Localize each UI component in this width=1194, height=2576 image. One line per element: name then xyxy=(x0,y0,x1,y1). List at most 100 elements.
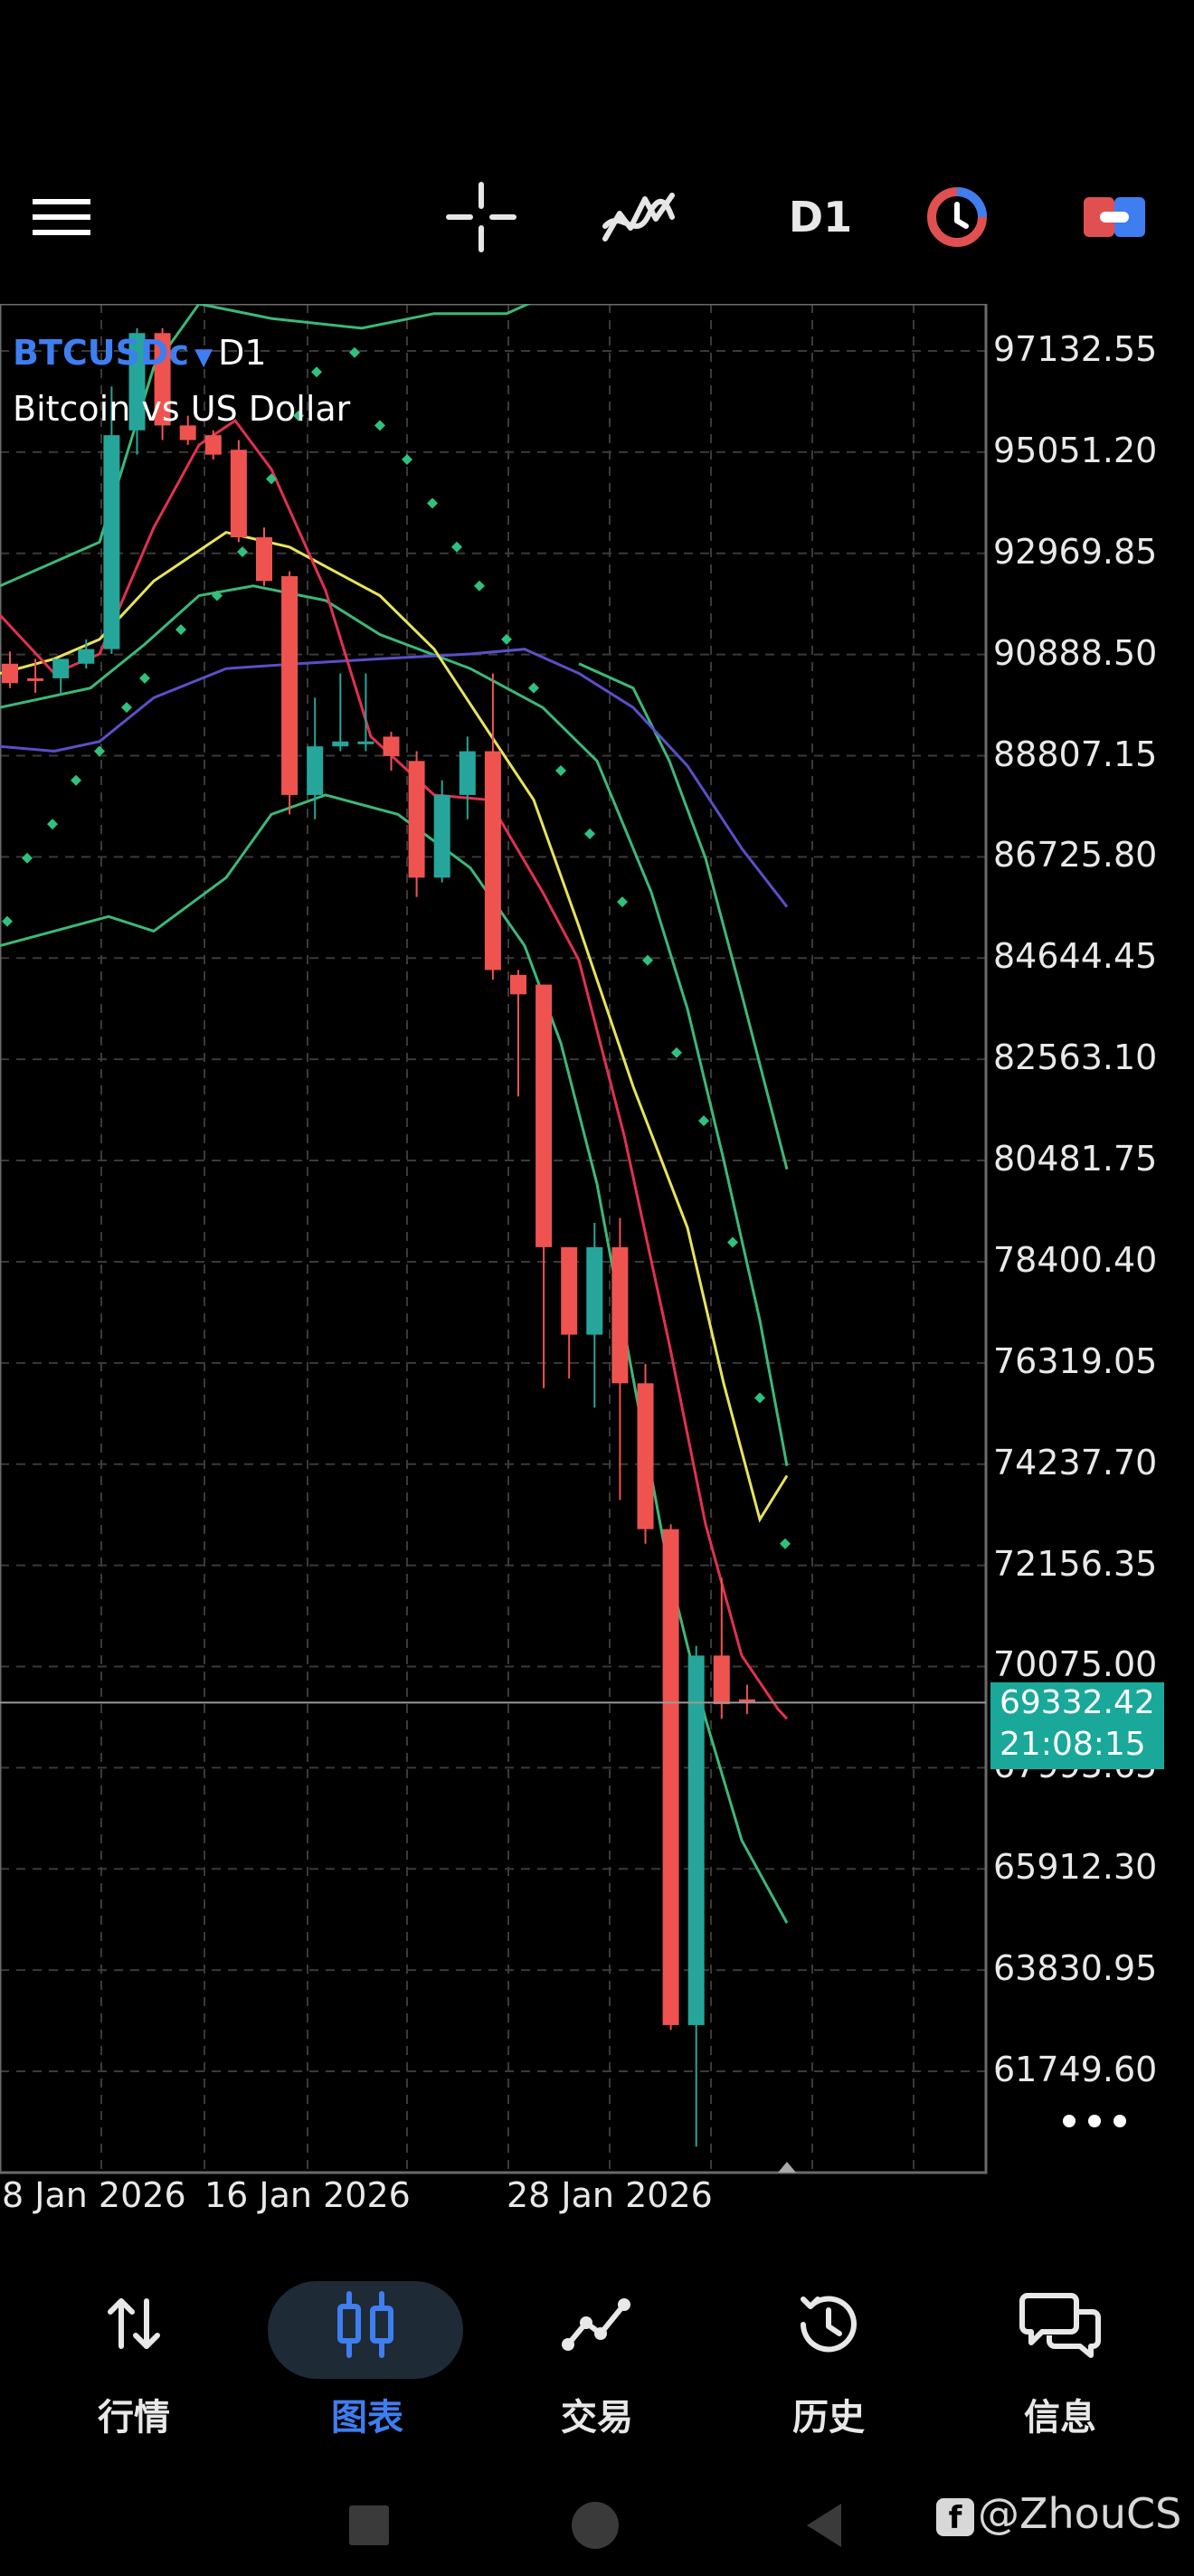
trade-icon xyxy=(552,2288,642,2361)
clock-icon[interactable] xyxy=(912,172,1002,262)
nav-quotes-label: 行情 xyxy=(98,2397,170,2439)
chart-canvas[interactable] xyxy=(0,304,1194,2185)
price-tick-label: 86725.80 xyxy=(993,835,1158,876)
price-tick-label: 61749.60 xyxy=(993,2050,1158,2089)
price-tick-label: 82563.10 xyxy=(993,1037,1158,1078)
symbol-label: BTCUSDc ▼ D1 xyxy=(13,333,267,373)
chart-icon xyxy=(320,2288,411,2361)
timeframe-button[interactable]: D1 xyxy=(788,193,853,242)
current-price-badge: 69332.42 21:08:15 xyxy=(990,1682,1164,1769)
sar-dot xyxy=(451,541,462,553)
sar-dot xyxy=(47,819,58,830)
price-tick-label: 72156.35 xyxy=(993,1543,1158,1584)
indicators-icon[interactable] xyxy=(592,172,683,262)
candle-body xyxy=(586,1246,603,1335)
candle-body xyxy=(408,761,425,878)
nav-messages[interactable]: 信息 xyxy=(961,2252,1160,2439)
price-chart[interactable] xyxy=(0,304,1194,2185)
nav-chart-label: 图表 xyxy=(331,2397,403,2439)
price-tick-label: 90888.50 xyxy=(993,632,1158,673)
nav-history-label: 历史 xyxy=(792,2397,865,2439)
candles xyxy=(2,327,755,2147)
ma-fast xyxy=(0,418,789,1720)
price-tick-label: 92969.85 xyxy=(993,531,1158,572)
top-toolbar: D1 xyxy=(0,0,1194,308)
quotes-icon xyxy=(89,2288,179,2361)
sar-dot xyxy=(71,774,81,786)
sar-dot xyxy=(175,624,186,636)
price-tick-label: 80481.75 xyxy=(993,1139,1158,1179)
candle-body xyxy=(103,435,120,649)
sar-dot xyxy=(698,1115,709,1127)
price-tick-label: 78400.40 xyxy=(993,1239,1158,1280)
sar-dot xyxy=(555,765,566,777)
bar-countdown: 21:08:15 xyxy=(1000,1726,1146,1763)
candle-body xyxy=(332,741,349,747)
sar-dot xyxy=(266,473,277,485)
sar-dot xyxy=(501,633,512,645)
candle-body xyxy=(307,746,324,795)
nav-active-pill xyxy=(268,2281,463,2379)
candle-body xyxy=(52,658,70,678)
home-icon[interactable] xyxy=(568,2498,622,2552)
candle-body xyxy=(637,1383,654,1530)
nav-messages-label: 信息 xyxy=(1024,2397,1096,2439)
sar-dot xyxy=(237,546,248,558)
sar-dot xyxy=(528,682,539,694)
sar-dot xyxy=(349,346,360,358)
plot-frame xyxy=(0,304,988,2174)
sar-dot xyxy=(402,454,412,466)
date-tick-label: 28 Jan 2026 xyxy=(507,2175,713,2215)
recents-icon[interactable] xyxy=(342,2498,396,2552)
sar-dot xyxy=(642,954,653,966)
crosshair-icon[interactable] xyxy=(436,172,526,262)
price-tick-label: 74237.70 xyxy=(993,1442,1158,1482)
nav-chart[interactable]: 图表 xyxy=(268,2252,467,2439)
symbol-name[interactable]: BTCUSDc xyxy=(13,333,190,373)
date-tick-label: 8 Jan 2026 xyxy=(2,2175,186,2215)
symbol-description: Bitcoin vs US Dollar xyxy=(13,389,351,429)
sar-dot xyxy=(427,497,438,509)
watermark: f @ZhouCS xyxy=(936,2489,1181,2538)
current-price: 69332.42 xyxy=(1000,1684,1155,1721)
menu-icon[interactable] xyxy=(16,172,107,262)
candle-body xyxy=(561,1246,578,1335)
price-tick-label: 88807.15 xyxy=(993,734,1158,774)
bollinger-middle xyxy=(0,584,789,1466)
candle-body xyxy=(256,537,272,582)
watermark-logo-icon: f xyxy=(936,2497,974,2536)
bollinger-lower xyxy=(0,793,789,1924)
ma-long xyxy=(0,648,789,908)
sar-dot xyxy=(754,1392,765,1404)
price-tick-label: 84644.45 xyxy=(993,936,1158,977)
more-options-icon[interactable] xyxy=(1058,2103,1131,2139)
candle-body xyxy=(357,741,374,744)
candle-body xyxy=(738,1699,755,1703)
candle-body xyxy=(27,677,44,681)
nav-quotes[interactable]: 行情 xyxy=(34,2252,233,2439)
candle-body xyxy=(179,425,196,440)
candle-body xyxy=(687,1655,705,2025)
back-icon[interactable] xyxy=(798,2498,852,2552)
parabolic-sar xyxy=(2,346,791,1549)
ma-slow xyxy=(0,530,789,1523)
price-tick-label: 70075.00 xyxy=(993,1644,1158,1685)
chart-grid xyxy=(0,304,986,2173)
chart-shift-marker[interactable] xyxy=(778,2162,796,2173)
candle-body xyxy=(662,1529,679,2025)
sar-dot xyxy=(617,896,628,908)
candle-body xyxy=(230,450,247,538)
system-nav-bar xyxy=(0,2478,1194,2576)
watermark-text: @ZhouCS xyxy=(978,2489,1182,2538)
sar-dot xyxy=(139,672,150,684)
symbol-caret-icon[interactable]: ▼ xyxy=(194,344,213,371)
sar-dot xyxy=(2,915,13,927)
history-icon xyxy=(783,2288,874,2361)
toggle-icon[interactable] xyxy=(1069,172,1160,262)
sar-dot xyxy=(584,828,595,839)
sar-dot xyxy=(780,1538,791,1549)
nav-trade[interactable]: 交易 xyxy=(498,2252,696,2439)
nav-history[interactable]: 历史 xyxy=(729,2252,928,2439)
messages-icon xyxy=(1015,2288,1105,2361)
date-tick-label: 16 Jan 2026 xyxy=(204,2175,411,2215)
